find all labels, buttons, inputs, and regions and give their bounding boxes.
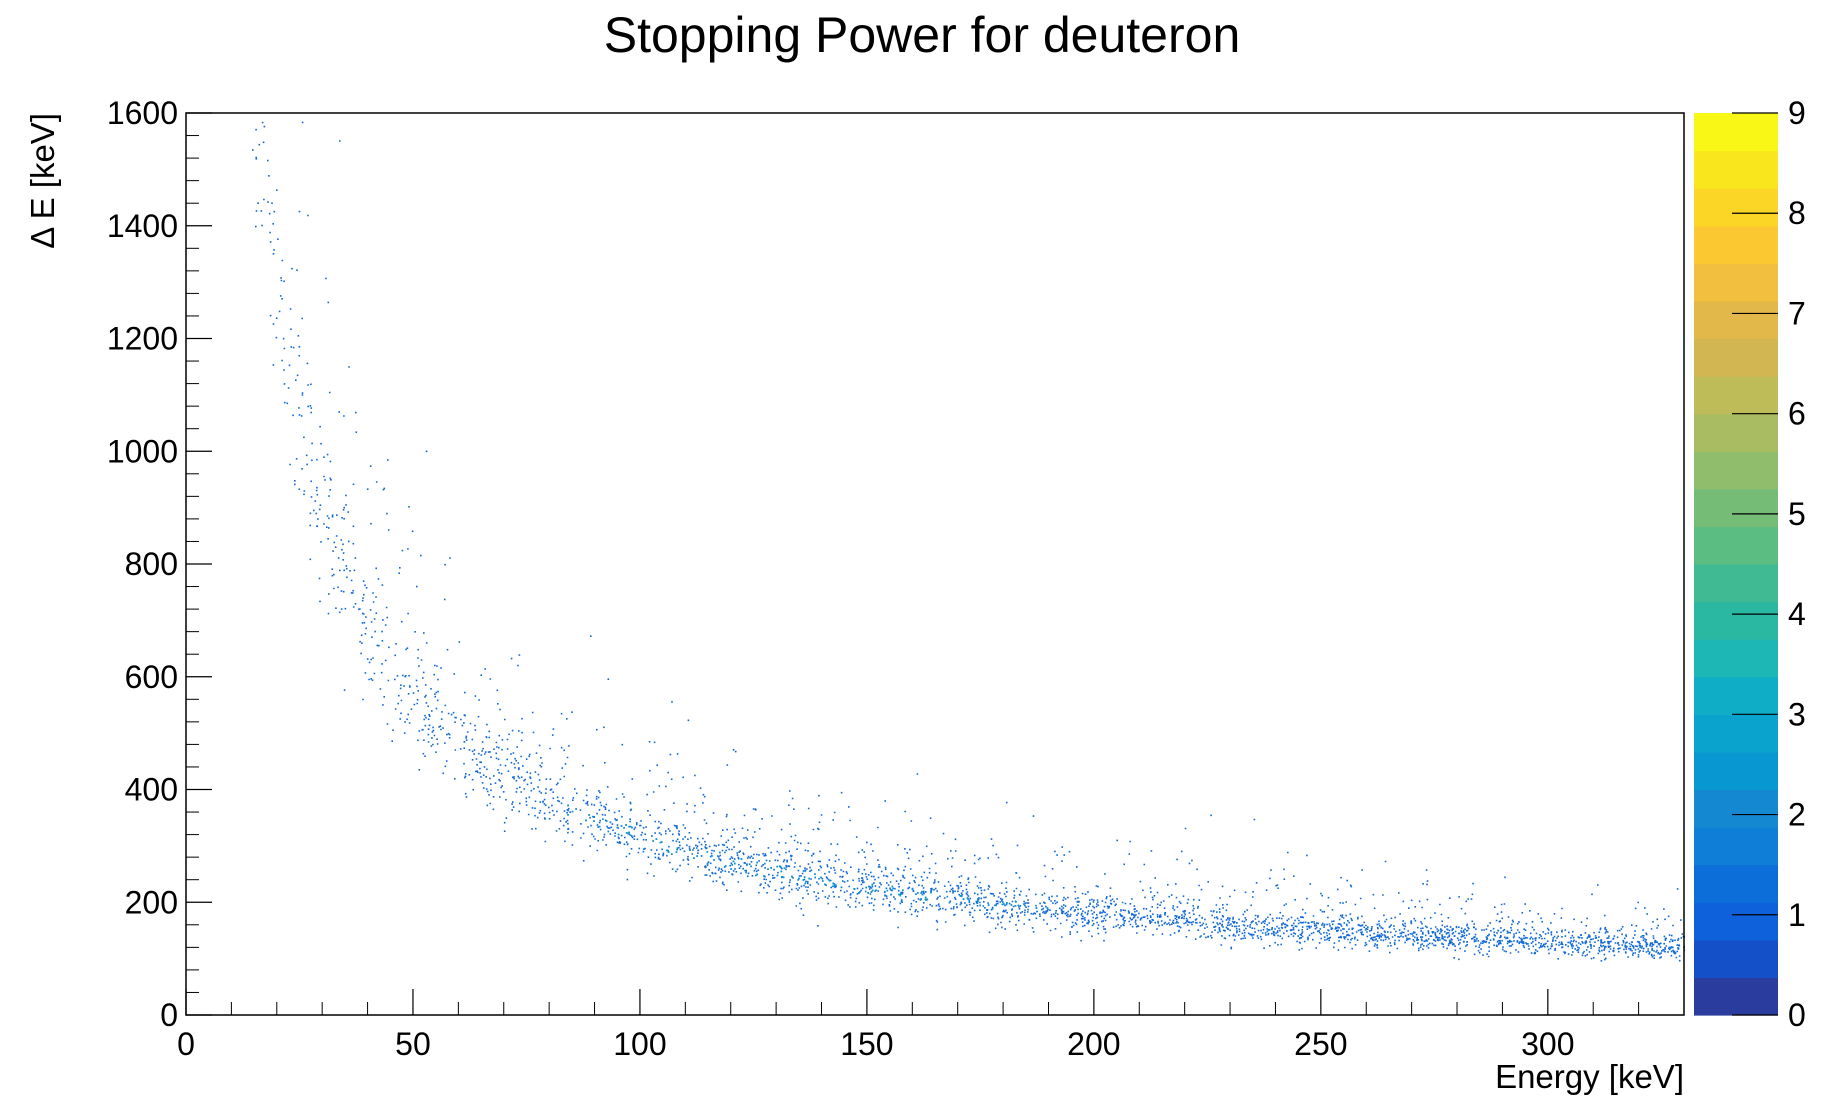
colorbar-swatch — [1694, 751, 1778, 791]
colorbar-tick-label: 0 — [1788, 997, 1806, 1033]
plot-background — [186, 113, 1684, 1015]
colorbar-swatch — [1694, 300, 1778, 340]
x-tick-label: 0 — [177, 1026, 195, 1062]
colorbar-swatch — [1694, 939, 1778, 979]
y-tick-label: 1000 — [107, 433, 178, 469]
colorbar-swatch — [1694, 526, 1778, 565]
colorbar-swatch — [1694, 413, 1778, 452]
y-tick-label: 1200 — [107, 321, 178, 357]
y-tick-label: 200 — [125, 884, 178, 920]
colorbar-tick-label: 3 — [1788, 696, 1806, 732]
y-axis-label: Δ E [keV] — [24, 113, 61, 249]
colorbar-swatch — [1694, 564, 1778, 603]
x-axis-label: Energy [keV] — [1495, 1058, 1684, 1095]
colorbar-swatch — [1694, 864, 1778, 903]
y-tick-label: 0 — [160, 997, 178, 1033]
x-tick-label: 50 — [395, 1026, 431, 1062]
colorbar: 0 1 2 3 4 5 6 7 8 9 — [1694, 95, 1806, 1033]
colorbar-swatch — [1694, 451, 1778, 490]
chart-title: Stopping Power for deuteron — [604, 7, 1241, 63]
colorbar-swatch — [1694, 827, 1778, 866]
colorbar-tick-label: 6 — [1788, 396, 1806, 432]
colorbar-swatch — [1694, 488, 1778, 528]
x-tick-label: 300 — [1521, 1026, 1574, 1062]
colorbar-swatch — [1694, 113, 1778, 152]
y-tick-label: 1600 — [107, 95, 178, 131]
y-tick-label: 600 — [125, 659, 178, 695]
colorbar-swatch — [1694, 789, 1778, 828]
colorbar-tick-label: 9 — [1788, 95, 1806, 131]
colorbar-swatch — [1694, 263, 1778, 302]
colorbar-tick-label: 7 — [1788, 295, 1806, 331]
colorbar-tick-label: 2 — [1788, 797, 1806, 833]
y-tick-label: 1400 — [107, 208, 178, 244]
colorbar-tick-label: 8 — [1788, 195, 1806, 231]
colorbar-swatch — [1694, 601, 1778, 640]
colorbar-swatch — [1694, 188, 1778, 227]
colorbar-swatch — [1694, 902, 1778, 941]
x-tick-label: 150 — [840, 1026, 893, 1062]
colorbar-tick-label: 4 — [1788, 596, 1806, 632]
colorbar-swatch — [1694, 150, 1778, 189]
y-tick-label: 800 — [125, 546, 178, 582]
plot-frame: 0 50 100 150 200 250 300 0 200 400 600 800 1000 1200 1… — [107, 95, 1686, 1062]
colorbar-tick-label: 5 — [1788, 496, 1806, 532]
y-tick-label: 400 — [125, 772, 178, 808]
colorbar-swatch — [1694, 676, 1778, 715]
colorbar-swatch — [1694, 714, 1778, 753]
colorbar-swatch — [1694, 338, 1778, 377]
colorbar-swatch — [1694, 376, 1778, 415]
axis-ticks: 0 50 100 150 200 250 300 0 200 400 600 800 1000 1200 1… — [107, 95, 1640, 1062]
colorbar-swatch — [1694, 225, 1778, 264]
colorbar-swatch — [1694, 977, 1778, 1016]
x-tick-label: 200 — [1067, 1026, 1120, 1062]
colorbar-tick-label: 1 — [1788, 897, 1806, 933]
x-tick-label: 100 — [613, 1026, 666, 1062]
x-tick-label: 250 — [1294, 1026, 1347, 1062]
colorbar-swatch — [1694, 639, 1778, 678]
